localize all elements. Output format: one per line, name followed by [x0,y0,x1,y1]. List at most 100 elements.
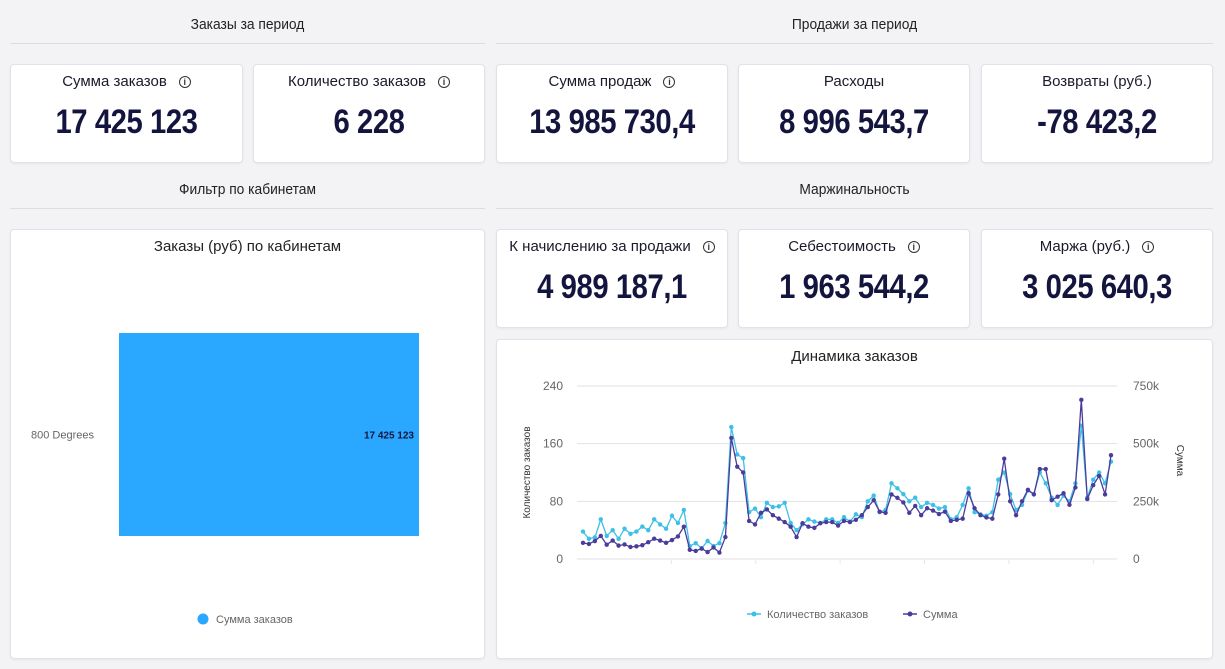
data-point[interactable] [954,517,959,522]
data-point[interactable] [729,424,734,430]
data-point[interactable] [663,540,669,546]
info-icon[interactable]: i [907,241,920,253]
data-point[interactable] [996,492,1001,497]
data-point[interactable] [853,517,859,522]
data-point[interactable] [847,519,853,525]
data-point[interactable] [972,506,977,511]
data-point[interactable] [1079,397,1084,403]
data-point[interactable] [776,504,781,509]
data-point[interactable] [1055,502,1060,508]
data-point[interactable] [1073,485,1078,490]
data-point[interactable] [1091,477,1096,482]
data-point[interactable] [1002,456,1007,461]
data-point[interactable] [794,527,799,533]
data-point[interactable] [788,520,793,526]
data-point[interactable] [907,510,912,516]
data-point[interactable] [598,517,603,522]
data-point[interactable] [693,540,698,546]
data-point[interactable] [622,542,627,547]
data-point[interactable] [1096,470,1102,475]
data-point[interactable] [806,517,811,522]
data-point[interactable] [699,546,704,551]
data-point[interactable] [646,539,651,545]
data-point[interactable] [800,521,805,526]
data-point[interactable] [1007,499,1013,504]
data-point[interactable] [913,495,918,500]
data-point[interactable] [616,543,621,548]
data-point[interactable] [640,524,645,529]
data-point[interactable] [924,500,930,505]
data-point[interactable] [841,518,847,524]
data-point[interactable] [871,493,876,498]
data-point[interactable] [580,540,586,546]
data-point[interactable] [663,526,669,531]
data-point[interactable] [651,517,657,522]
data-point[interactable] [871,497,876,503]
data-point[interactable] [740,470,746,475]
data-point[interactable] [806,524,811,529]
data-point[interactable] [960,516,965,521]
data-point[interactable] [705,549,710,555]
legend-label[interactable]: Сумма заказов [216,614,293,626]
data-point[interactable] [687,547,692,552]
data-point[interactable] [735,452,740,457]
data-point[interactable] [918,512,924,518]
data-point[interactable] [657,522,663,527]
data-point[interactable] [942,504,948,510]
data-point[interactable] [675,534,681,539]
data-point[interactable] [865,504,870,510]
data-point[interactable] [877,509,882,514]
data-point[interactable] [628,531,633,536]
data-point[interactable] [651,536,657,541]
data-point[interactable] [889,481,894,486]
data-point[interactable] [729,435,734,441]
data-point[interactable] [669,537,675,543]
data-point[interactable] [657,538,663,543]
data-point[interactable] [1037,466,1043,472]
data-point[interactable] [717,550,722,555]
bar[interactable] [119,333,419,536]
data-point[interactable] [640,542,645,548]
data-point[interactable] [918,504,924,510]
data-point[interactable] [646,527,651,533]
legend-label[interactable]: Сумма [923,609,958,621]
data-point[interactable] [764,500,770,505]
data-point[interactable] [924,506,930,511]
info-icon[interactable]: i [663,76,676,88]
data-point[interactable] [1061,491,1066,496]
info-icon[interactable]: i [438,76,451,88]
data-point[interactable] [1067,502,1072,507]
data-point[interactable] [1031,492,1037,497]
data-point[interactable] [610,527,615,533]
data-point[interactable] [794,534,799,540]
data-point[interactable] [758,510,764,516]
data-point[interactable] [883,510,888,516]
data-point[interactable] [913,503,918,509]
data-point[interactable] [723,534,728,540]
data-point[interactable] [966,491,971,496]
data-point[interactable] [865,499,870,504]
data-point[interactable] [859,512,865,518]
data-point[interactable] [1043,481,1048,486]
data-point[interactable] [960,502,965,508]
data-point[interactable] [901,500,906,505]
data-point[interactable] [824,519,829,525]
data-point[interactable] [693,548,698,554]
data-point[interactable] [782,519,787,525]
data-point[interactable] [776,516,781,521]
data-point[interactable] [764,507,770,512]
data-point[interactable] [889,492,894,497]
data-point[interactable] [835,523,841,528]
data-point[interactable] [966,486,971,491]
data-point[interactable] [782,500,787,505]
data-point[interactable] [1049,497,1054,503]
data-point[interactable] [1102,492,1108,497]
data-point[interactable] [735,464,740,469]
data-point[interactable] [675,520,681,526]
data-point[interactable] [770,512,776,518]
data-point[interactable] [978,512,983,518]
data-point[interactable] [1055,494,1060,499]
data-point[interactable] [598,533,603,539]
data-point[interactable] [1043,466,1048,472]
data-point[interactable] [681,507,687,513]
